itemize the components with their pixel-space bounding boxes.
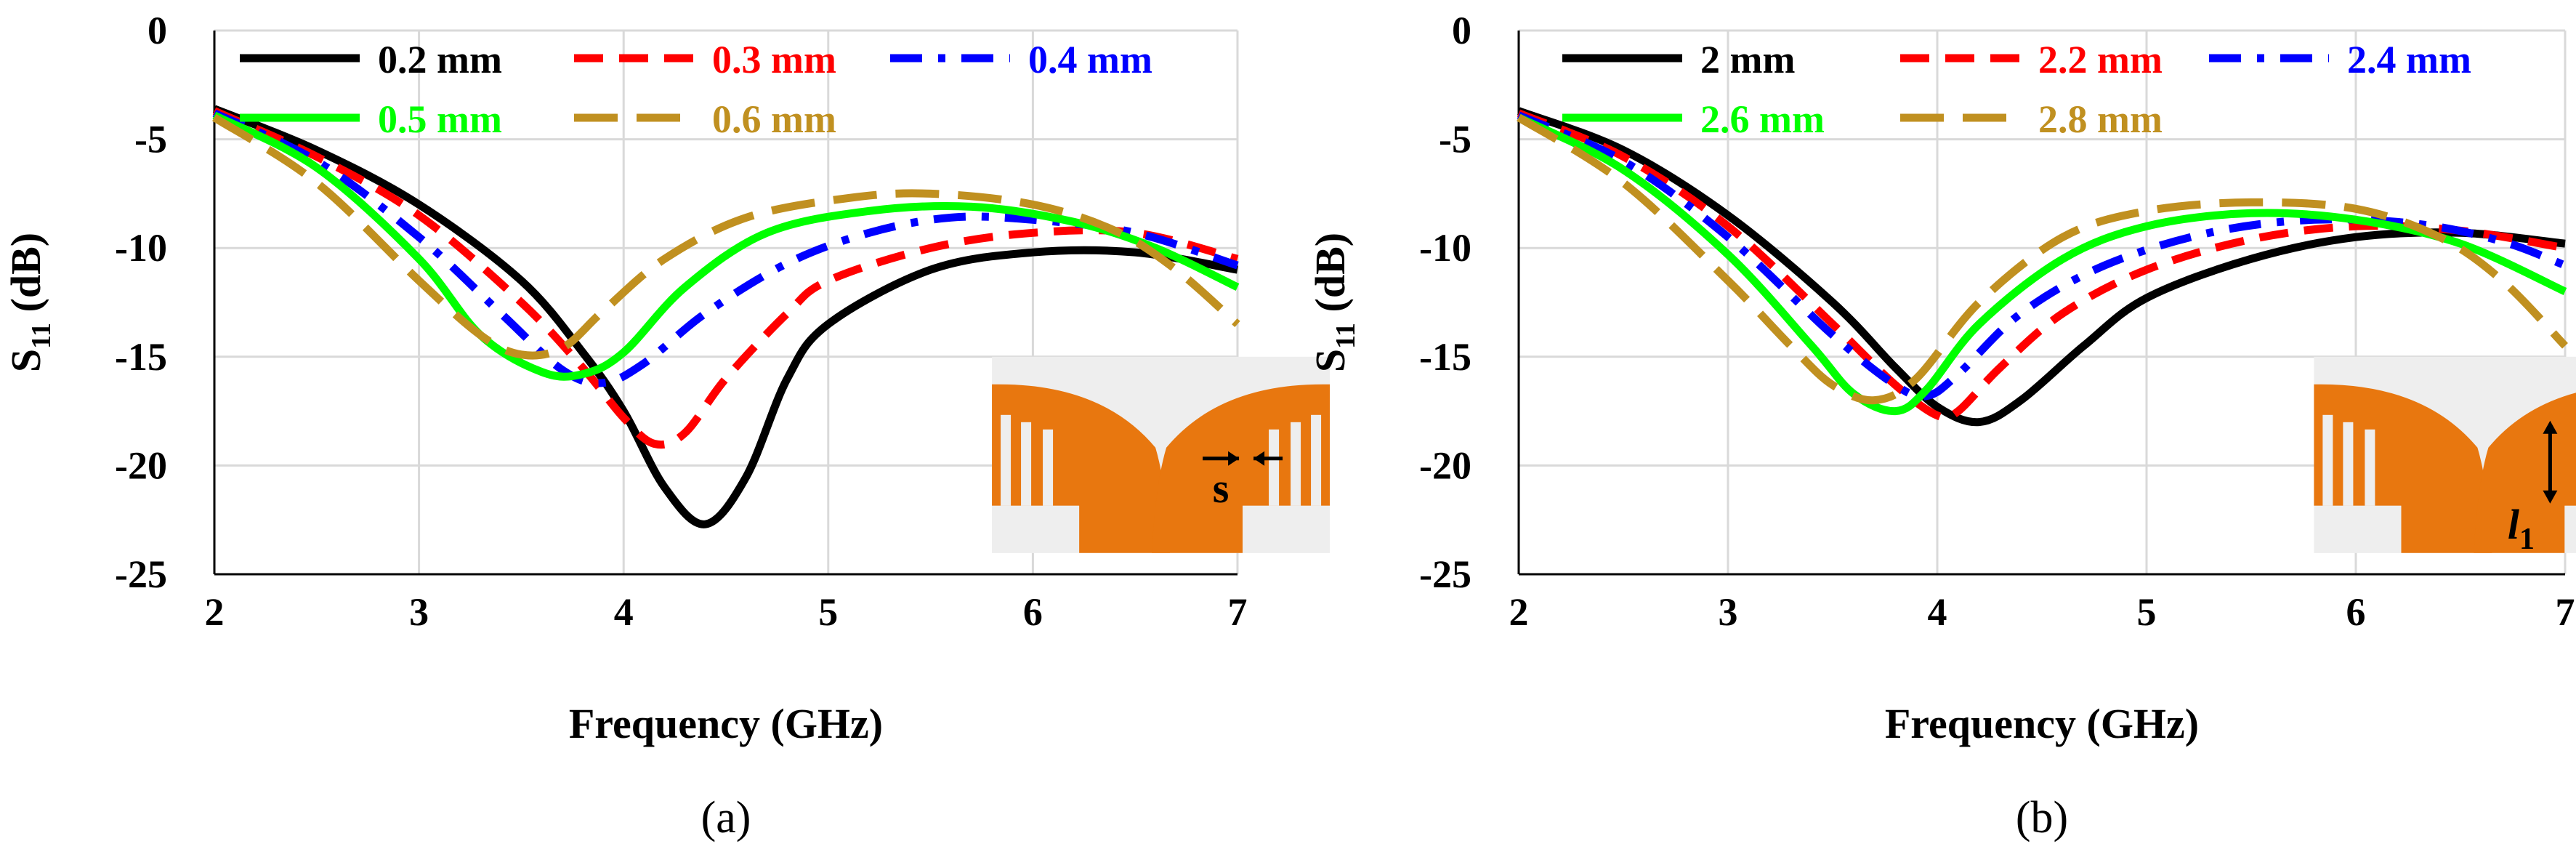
right-slot	[1291, 422, 1301, 506]
y-tick-label: -25	[1419, 552, 1471, 596]
right-ground-gap	[1243, 505, 1331, 553]
right-slot	[1269, 429, 1280, 506]
legend-label: 0.4 mm	[1028, 38, 1152, 81]
left-slot	[1001, 414, 1012, 506]
legend-label: 0.3 mm	[712, 38, 836, 81]
legend-label: 2 mm	[1700, 38, 1795, 81]
legend-label: 2.8 mm	[2038, 97, 2163, 141]
x-tick-label: 7	[1228, 590, 1248, 634]
x-tick-label: 3	[1719, 590, 1738, 634]
series-line-0-4-mm	[212, 109, 1239, 387]
legend-label: 0.6 mm	[712, 97, 836, 141]
series-line-2-mm	[1517, 107, 2566, 427]
x-tick-label: 4	[614, 590, 634, 634]
y-axis-title: S11 (dB)	[1307, 233, 1361, 372]
panel-label: (b)	[2016, 793, 2068, 842]
x-tick-label: 5	[2137, 590, 2157, 634]
x-tick-label: 2	[1509, 590, 1529, 634]
y-tick-label: -15	[1419, 335, 1471, 379]
left-slot	[2322, 414, 2333, 506]
arrowhead-down-icon	[2543, 490, 2558, 504]
right-ground-gap	[2564, 505, 2576, 553]
series-line-0-2-mm	[212, 105, 1238, 528]
y-tick-label: 0	[148, 9, 167, 52]
x-tick-label: 6	[2346, 590, 2366, 634]
left-radiator	[992, 384, 1171, 553]
legend: 0.2 mm 0.3 mm 0.4 mm 0.5 mm 0.6 mm	[240, 38, 1152, 141]
left-slot	[2343, 422, 2354, 506]
y-axis-title-subscript: 11	[26, 323, 57, 349]
left-radiator	[2314, 384, 2492, 553]
series-line-0-5-mm	[212, 111, 1240, 381]
y-axis-title-main: S	[1307, 349, 1354, 372]
legend-label: 2.6 mm	[1700, 97, 1825, 141]
arrowhead-right-icon	[1228, 451, 1240, 466]
arrowhead-left-icon	[1253, 451, 1265, 466]
y-tick-label: 0	[1452, 9, 1471, 52]
legend-label: 0.5 mm	[378, 97, 502, 141]
y-axis-title: S11 (dB)	[2, 233, 57, 372]
series-line-0-6-mm	[212, 114, 1240, 360]
left-slot	[2365, 429, 2375, 506]
series-line-2-8-mm	[1517, 114, 2568, 405]
y-tick-label: -15	[115, 335, 167, 379]
inset-label-l1: l1	[2508, 501, 2535, 556]
series-line-2-6-mm	[1517, 113, 2567, 416]
y-tick-label: -5	[134, 118, 167, 161]
antenna-inset: s	[992, 356, 1331, 553]
y-tick-label: -10	[115, 226, 167, 270]
x-tick-label: 3	[409, 590, 429, 634]
series-line-2-2-mm	[1517, 109, 2566, 422]
inset-label-subscript: 1	[2519, 523, 2535, 556]
y-axis-title-unit: (dB)	[2, 233, 49, 323]
antenna-inset: l1	[2314, 356, 2576, 556]
left-ground-gap	[992, 505, 1080, 553]
legend-label: 0.2 mm	[378, 38, 502, 81]
inset-label-s: s	[1213, 464, 1230, 512]
x-tick-label: 6	[1023, 590, 1043, 634]
x-tick-label: 5	[818, 590, 838, 634]
series-line-2-4-mm	[1517, 111, 2567, 401]
y-tick-label: -25	[115, 552, 167, 596]
right-radiator	[1152, 384, 1331, 553]
arrowhead-up-icon	[2543, 420, 2558, 434]
x-tick-label: 7	[2556, 590, 2575, 634]
panel-label: (a)	[701, 793, 751, 842]
y-tick-label: -5	[1439, 118, 1471, 161]
y-tick-label: -20	[1419, 443, 1471, 487]
left-slot	[1021, 422, 1032, 506]
series-line-0-3-mm	[212, 107, 1239, 449]
y-tick-label: -10	[1419, 226, 1471, 270]
y-axis-title-main: S	[2, 349, 49, 372]
legend: 2 mm 2.2 mm 2.4 mm 2.6 mm 2.8 mm	[1562, 38, 2471, 141]
legend-label: 2.2 mm	[2038, 38, 2163, 81]
y-axis-title-subscript: 11	[1331, 323, 1361, 349]
y-axis-title-unit: (dB)	[1307, 233, 1354, 323]
x-axis-title: Frequency (GHz)	[1885, 700, 2199, 747]
y-tick-label: -20	[115, 443, 167, 487]
x-tick-label: 2	[205, 590, 225, 634]
left-ground-gap	[2314, 505, 2402, 553]
legend-label: 2.4 mm	[2347, 38, 2471, 81]
chart-panel-a: 2 3 4 5 6 7 0 -5 -10 -15 -20 -25 Frequency (GHz) S11 …	[2, 9, 1331, 747]
x-tick-label: 4	[1928, 590, 1947, 634]
chart-panel-b: 2 3 4 5 6 7 0 -5 -10 -15 -20 -25 Frequency (GHz) S11 …	[1307, 9, 2576, 747]
inset-label-main: l	[2508, 501, 2520, 548]
left-slot	[1043, 429, 1054, 506]
x-axis-title: Frequency (GHz)	[569, 700, 883, 747]
right-slot	[1311, 414, 1322, 506]
